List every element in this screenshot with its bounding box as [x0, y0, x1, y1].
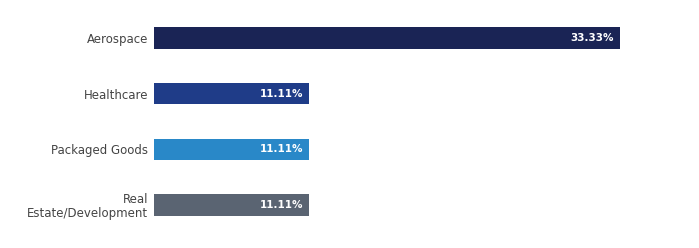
Text: 11.11%: 11.11%	[260, 89, 303, 99]
Bar	[154, 194, 309, 216]
Text: 11.11%: 11.11%	[260, 144, 303, 154]
Text: 33.33%: 33.33%	[570, 33, 614, 43]
Bar	[154, 28, 620, 49]
Text: 11.11%: 11.11%	[260, 200, 303, 210]
Bar	[154, 83, 309, 104]
Bar	[154, 139, 309, 160]
